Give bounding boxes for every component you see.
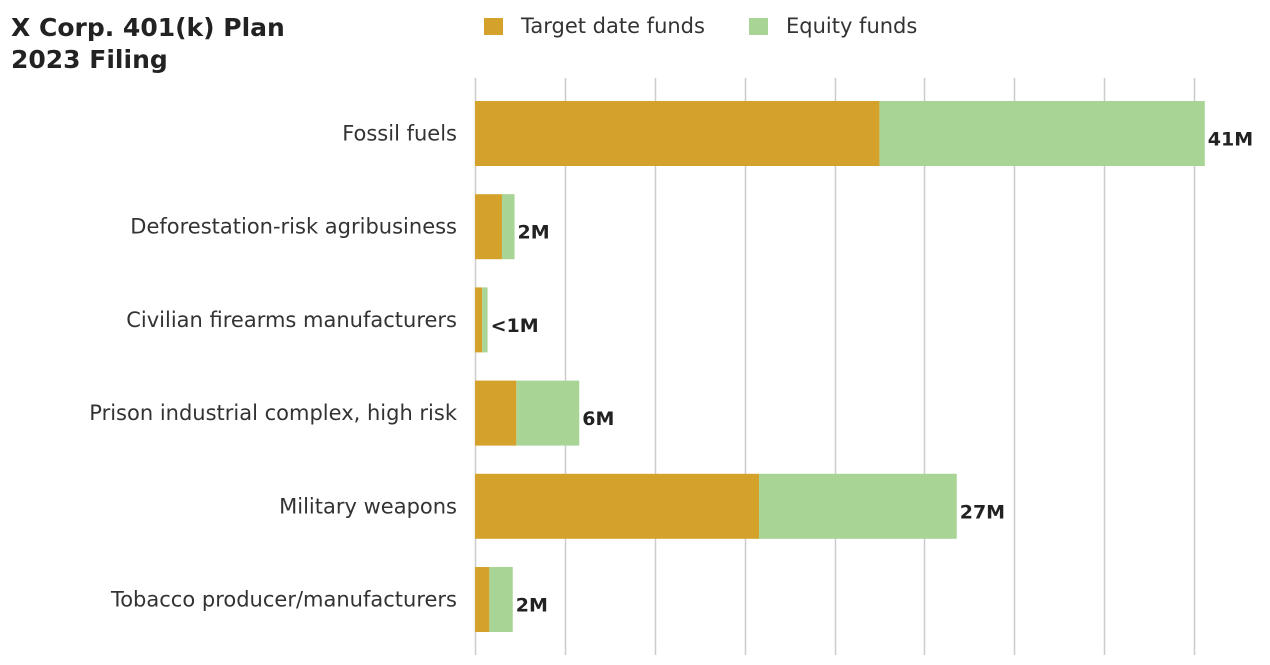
category-label: Deforestation-risk agribusiness	[130, 215, 457, 239]
category-label: Tobacco producer/manufacturers	[110, 588, 457, 612]
legend-label-equity-funds: Equity funds	[785, 14, 918, 38]
bar-total-label: 6M	[582, 408, 614, 430]
chart-title-line-2: 2023 Filing	[11, 45, 168, 74]
bar-row: Tobacco producer/manufacturers 2M	[110, 567, 548, 632]
chart-title-line-1: X Corp. 401(k) Plan	[11, 13, 285, 42]
category-label: Fossil fuels	[342, 122, 457, 146]
bar-segment-equity-funds	[516, 380, 580, 446]
bar-row: Deforestation-risk agribusiness 2M	[130, 194, 550, 260]
bar-total-label: 27M	[960, 501, 1005, 523]
bar-total-label: 2M	[518, 222, 550, 244]
bar-segment-equity-funds	[759, 473, 957, 539]
bar-segment-target-date-funds	[475, 101, 880, 166]
category-label: Civilian firearms manufacturers	[126, 308, 457, 332]
legend-item-equity-funds: Equity funds	[748, 14, 918, 38]
bar-segment-target-date-funds	[475, 287, 483, 353]
bar-row: Fossil fuels 41M	[342, 101, 1253, 166]
bar-row: Prison industrial complex, high risk 6M	[89, 380, 614, 446]
bar-segment-target-date-funds	[475, 380, 517, 446]
category-label: Military weapons	[279, 494, 457, 518]
bar-row: Civilian firearms manufacturers <1M	[126, 287, 539, 353]
gridlines	[474, 78, 1196, 655]
bar-segment-equity-funds	[489, 567, 513, 632]
bar-segment-target-date-funds	[475, 194, 502, 260]
bar-segment-equity-funds	[482, 287, 488, 353]
legend-swatch-equity-funds	[748, 17, 768, 35]
legend-item-target-date-funds: Target date funds	[484, 14, 705, 38]
bar-row: Military weapons 27M	[279, 473, 1005, 539]
bar-segment-equity-funds	[501, 194, 515, 260]
legend-swatch-target-date-funds	[484, 17, 503, 35]
bar-total-label: 41M	[1208, 129, 1253, 151]
chart-title: X Corp. 401(k) Plan 2023 Filing	[11, 12, 285, 76]
bar-total-label: 2M	[516, 595, 548, 617]
bar-segment-equity-funds	[879, 101, 1205, 166]
bar-segment-target-date-funds	[475, 473, 760, 539]
bar-total-label: <1M	[491, 315, 539, 337]
category-label: Prison industrial complex, high risk	[89, 401, 458, 425]
legend: Target date funds Equity funds	[484, 14, 961, 38]
bar-segment-target-date-funds	[475, 567, 490, 632]
legend-label-target-date-funds: Target date funds	[521, 14, 705, 38]
